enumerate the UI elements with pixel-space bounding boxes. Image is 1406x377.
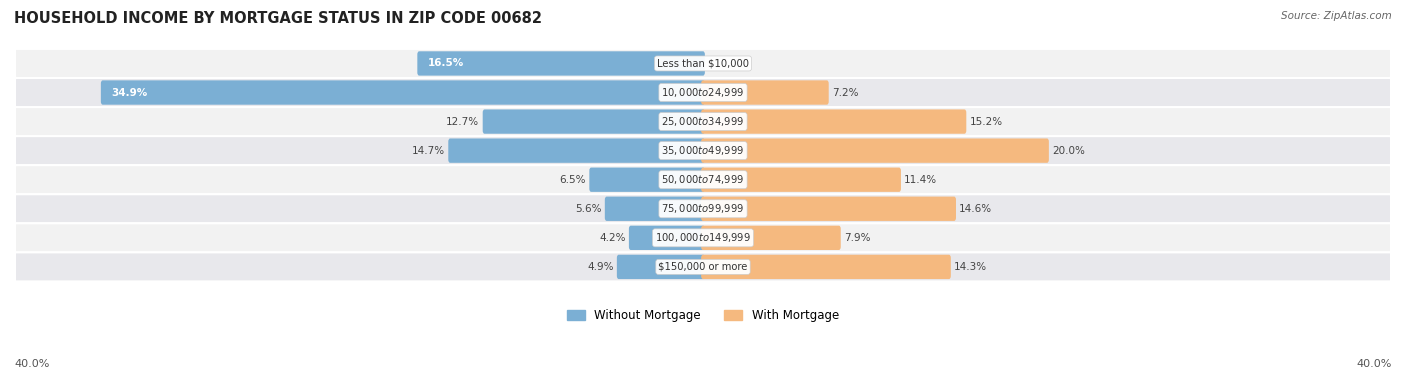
Text: 4.9%: 4.9%: [588, 262, 613, 272]
Text: 7.9%: 7.9%: [844, 233, 870, 243]
Text: 34.9%: 34.9%: [111, 87, 148, 98]
FancyBboxPatch shape: [702, 226, 841, 250]
FancyBboxPatch shape: [589, 167, 704, 192]
FancyBboxPatch shape: [15, 78, 1391, 107]
FancyBboxPatch shape: [418, 51, 704, 76]
Text: $100,000 to $149,999: $100,000 to $149,999: [655, 231, 751, 244]
FancyBboxPatch shape: [605, 196, 704, 221]
Text: 15.2%: 15.2%: [970, 116, 1002, 127]
Text: $10,000 to $24,999: $10,000 to $24,999: [661, 86, 745, 99]
Text: Source: ZipAtlas.com: Source: ZipAtlas.com: [1281, 11, 1392, 21]
FancyBboxPatch shape: [702, 167, 901, 192]
Text: $25,000 to $34,999: $25,000 to $34,999: [661, 115, 745, 128]
FancyBboxPatch shape: [702, 196, 956, 221]
FancyBboxPatch shape: [702, 109, 966, 134]
Text: 16.5%: 16.5%: [427, 58, 464, 69]
Text: $75,000 to $99,999: $75,000 to $99,999: [661, 202, 745, 215]
Text: $50,000 to $74,999: $50,000 to $74,999: [661, 173, 745, 186]
FancyBboxPatch shape: [101, 80, 704, 105]
FancyBboxPatch shape: [15, 136, 1391, 165]
Text: 6.5%: 6.5%: [560, 175, 586, 185]
Text: Less than $10,000: Less than $10,000: [657, 58, 749, 69]
Text: 20.0%: 20.0%: [1052, 146, 1085, 156]
Text: 14.7%: 14.7%: [412, 146, 446, 156]
FancyBboxPatch shape: [449, 138, 704, 163]
FancyBboxPatch shape: [15, 194, 1391, 223]
Text: 14.3%: 14.3%: [955, 262, 987, 272]
Text: 14.6%: 14.6%: [959, 204, 993, 214]
Text: 40.0%: 40.0%: [14, 359, 49, 369]
Text: 7.2%: 7.2%: [832, 87, 859, 98]
FancyBboxPatch shape: [15, 49, 1391, 78]
Text: $150,000 or more: $150,000 or more: [658, 262, 748, 272]
Text: HOUSEHOLD INCOME BY MORTGAGE STATUS IN ZIP CODE 00682: HOUSEHOLD INCOME BY MORTGAGE STATUS IN Z…: [14, 11, 543, 26]
FancyBboxPatch shape: [15, 223, 1391, 252]
FancyBboxPatch shape: [15, 252, 1391, 281]
FancyBboxPatch shape: [617, 255, 704, 279]
FancyBboxPatch shape: [702, 80, 828, 105]
Text: 12.7%: 12.7%: [446, 116, 479, 127]
Text: 40.0%: 40.0%: [1357, 359, 1392, 369]
Text: 11.4%: 11.4%: [904, 175, 938, 185]
FancyBboxPatch shape: [482, 109, 704, 134]
Text: $35,000 to $49,999: $35,000 to $49,999: [661, 144, 745, 157]
FancyBboxPatch shape: [702, 138, 1049, 163]
FancyBboxPatch shape: [15, 107, 1391, 136]
FancyBboxPatch shape: [628, 226, 704, 250]
FancyBboxPatch shape: [702, 255, 950, 279]
FancyBboxPatch shape: [15, 165, 1391, 194]
Text: 5.6%: 5.6%: [575, 204, 602, 214]
Legend: Without Mortgage, With Mortgage: Without Mortgage, With Mortgage: [562, 304, 844, 326]
Text: 4.2%: 4.2%: [599, 233, 626, 243]
